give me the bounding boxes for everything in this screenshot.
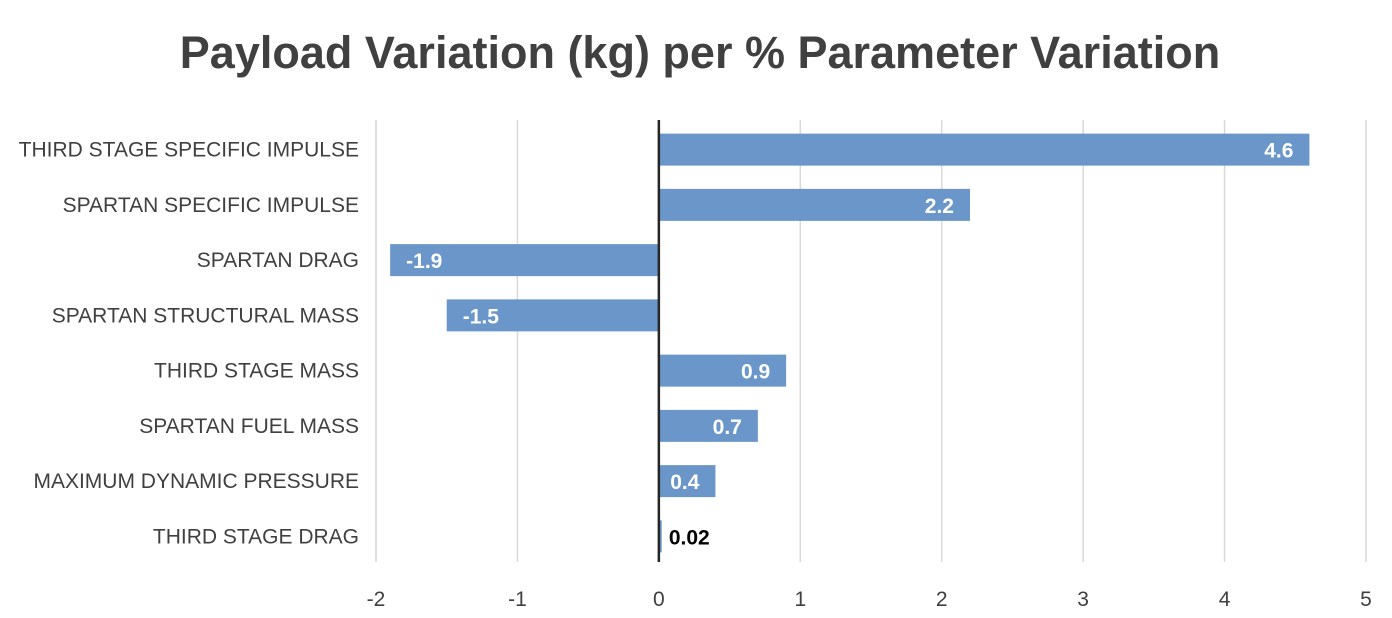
category-label: THIRD STAGE DRAG (153, 525, 359, 548)
category-label: MAXIMUM DYNAMIC PRESSURE (33, 470, 359, 493)
x-tick-label: 5 (1360, 588, 1372, 611)
x-tick-labels: -2 -1 0 1 2 3 4 5 (367, 588, 1372, 611)
gridlines (375, 120, 1367, 562)
bar (658, 520, 662, 553)
bar (658, 354, 787, 387)
category-label: SPARTAN STRUCTURAL MASS (52, 304, 359, 327)
data-label: 0.9 (741, 361, 770, 384)
category-label: SPARTAN FUEL MASS (139, 415, 359, 438)
x-tick-label: 0 (653, 588, 665, 611)
data-label: 2.2 (925, 195, 954, 218)
x-tick-label: -1 (508, 588, 527, 611)
bar (390, 244, 659, 277)
data-label: -1.9 (406, 250, 442, 273)
bar (658, 188, 970, 221)
data-labels: 4.6 2.2 -1.9 -1.5 0.9 0.7 0.4 0.02 (406, 140, 1293, 550)
x-tick-label: 4 (1219, 588, 1231, 611)
x-tick-label: 1 (794, 588, 806, 611)
x-tick-label: -2 (367, 588, 386, 611)
bar (658, 465, 716, 498)
x-tick-label: 2 (936, 588, 948, 611)
data-label: 0.7 (713, 416, 742, 439)
data-label: 0.4 (670, 471, 700, 494)
category-label: SPARTAN DRAG (197, 249, 359, 272)
category-labels: THIRD STAGE SPECIFIC IMPULSE SPARTAN SPEC… (19, 139, 359, 549)
data-label: 4.6 (1264, 140, 1293, 163)
bar (446, 299, 659, 332)
category-label: THIRD STAGE MASS (154, 360, 359, 383)
bars (390, 133, 1310, 553)
category-label: THIRD STAGE SPECIFIC IMPULSE (19, 139, 359, 162)
data-label: -1.5 (463, 305, 500, 328)
bar (658, 133, 1310, 166)
data-label: 0.02 (669, 526, 710, 549)
chart-title: Payload Variation (kg) per % Parameter V… (180, 27, 1220, 78)
bar (658, 409, 758, 442)
x-tick-label: 3 (1077, 588, 1089, 611)
category-label: SPARTAN SPECIFIC IMPULSE (63, 194, 359, 217)
